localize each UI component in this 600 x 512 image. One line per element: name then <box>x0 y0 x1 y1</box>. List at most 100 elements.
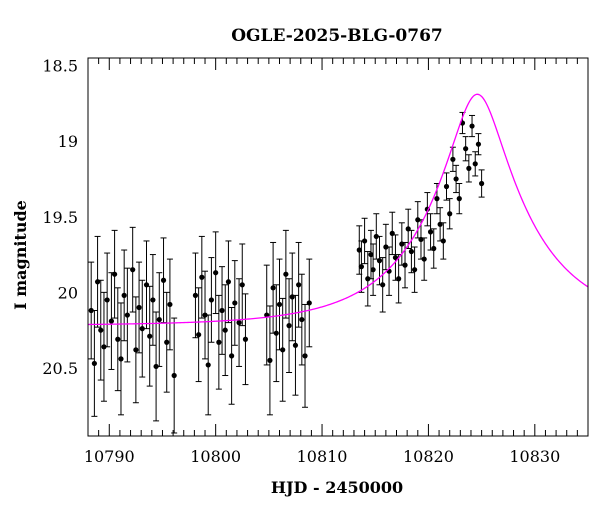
chart-title: OGLE-2025-BLG-0767 <box>231 26 443 46</box>
data-point <box>236 320 242 326</box>
y-tick-label: 20.5 <box>42 359 78 378</box>
data-point <box>280 347 286 353</box>
data-point <box>202 312 208 318</box>
data-point <box>94 279 101 285</box>
y-tick-label: 19 <box>58 132 78 151</box>
data-point <box>156 316 162 323</box>
data-point <box>358 264 365 270</box>
data-point <box>415 217 421 223</box>
data-point <box>139 326 145 332</box>
data-point <box>239 282 245 288</box>
data-point <box>299 316 305 323</box>
data-point <box>267 357 273 363</box>
data-point <box>150 297 156 303</box>
data-point <box>472 161 478 167</box>
data-point <box>292 342 299 348</box>
data-point <box>213 270 219 276</box>
x-tick-label: 10830 <box>509 447 560 466</box>
data-point <box>101 344 107 350</box>
data-point <box>225 279 232 285</box>
data-point <box>389 230 395 236</box>
data-point <box>222 327 228 333</box>
data-point <box>434 196 440 202</box>
y-tick-label: 19.5 <box>42 208 78 227</box>
data-point <box>264 312 270 318</box>
data-point <box>136 304 142 311</box>
data-point <box>408 248 415 255</box>
data-point <box>376 258 383 264</box>
data-point <box>273 330 279 336</box>
data-point <box>427 229 434 235</box>
data-point <box>437 221 443 227</box>
data-point <box>399 241 405 247</box>
data-point <box>108 318 115 324</box>
data-point <box>306 300 312 306</box>
data-point <box>361 238 368 244</box>
data-point <box>296 282 302 288</box>
data-point <box>130 267 136 273</box>
data-point <box>411 267 418 273</box>
data-point <box>396 276 402 282</box>
data-point <box>443 183 450 190</box>
data-point <box>242 336 249 342</box>
x-tick-labels: 10790 10800 10810 10820 10830 <box>84 447 560 466</box>
data-point <box>147 333 153 339</box>
data-point <box>219 307 225 314</box>
y-tick-label: 20 <box>58 283 78 302</box>
y-axis-label: I magnitude <box>11 200 30 310</box>
model-curve <box>87 93 589 326</box>
data-point <box>124 312 130 318</box>
data-point <box>356 247 362 253</box>
data-point <box>453 176 459 182</box>
data-point <box>232 300 238 306</box>
data-point <box>171 372 177 379</box>
y-tick-labels: 18.5 19 19.5 20 20.5 <box>42 57 78 378</box>
data-point <box>479 180 485 187</box>
data-point <box>450 156 456 162</box>
data-point <box>205 362 211 368</box>
data-point <box>216 339 222 345</box>
data-point <box>447 211 453 217</box>
data-point <box>302 353 308 359</box>
data-point <box>208 297 215 303</box>
data-point <box>160 277 167 283</box>
data-point <box>421 256 427 262</box>
data-point <box>229 353 235 359</box>
x-axis-label: HJD - 2450000 <box>271 478 403 497</box>
data-point <box>286 323 292 329</box>
data-point <box>270 285 276 291</box>
data-point <box>276 301 283 308</box>
data-point <box>380 282 386 288</box>
data-point <box>368 251 374 258</box>
data-point <box>121 292 127 298</box>
data-point <box>98 327 104 333</box>
data-point <box>153 363 159 370</box>
data-point <box>370 267 376 273</box>
data-point <box>143 282 150 288</box>
data-point <box>133 347 139 353</box>
data-point <box>115 336 121 342</box>
data-point <box>111 271 118 277</box>
y-tick-label: 18.5 <box>42 57 78 76</box>
data-point <box>91 360 97 367</box>
data-point <box>431 245 437 252</box>
data-point <box>475 141 482 147</box>
data-point <box>469 123 475 129</box>
data-point <box>118 356 124 362</box>
data-point <box>440 238 446 244</box>
data-point <box>199 274 205 280</box>
data-point <box>283 271 289 277</box>
data-point <box>365 276 371 282</box>
data-point <box>418 236 424 243</box>
data-point <box>289 294 295 300</box>
data-point <box>405 226 411 232</box>
x-tick-label: 10790 <box>84 447 135 466</box>
x-tick-label: 10820 <box>403 447 454 466</box>
data-point <box>167 301 173 308</box>
data-point <box>402 262 408 268</box>
data-point <box>456 196 462 202</box>
axis-ticks <box>87 58 589 436</box>
data-point <box>463 146 469 152</box>
data-point <box>383 244 389 250</box>
